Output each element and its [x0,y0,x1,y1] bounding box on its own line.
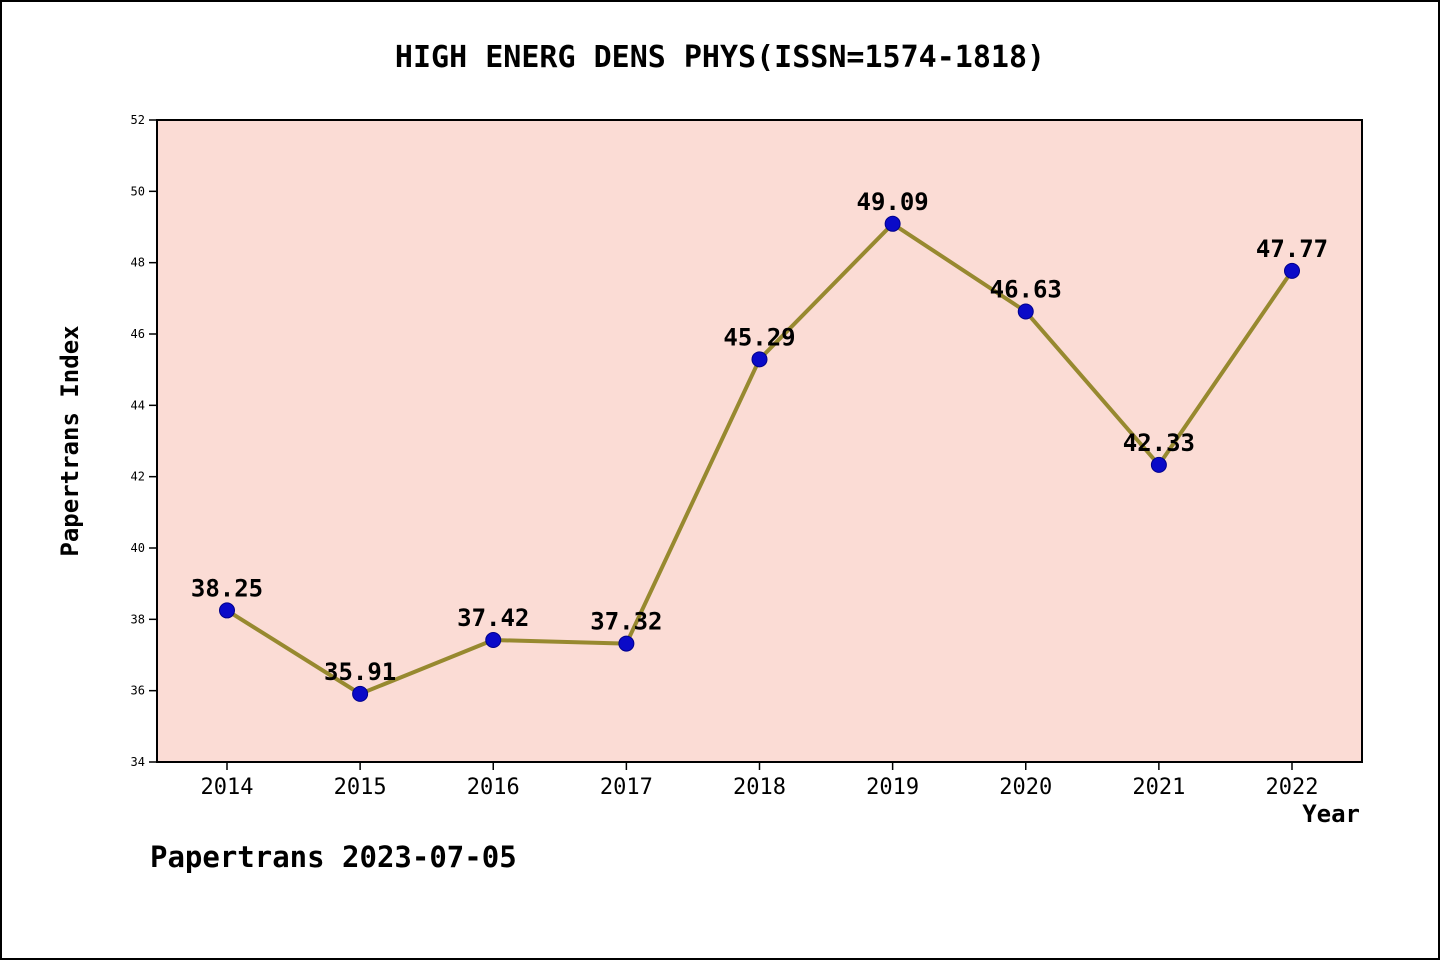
x-tick-label: 2017 [600,775,653,800]
x-tick-label: 2020 [999,775,1052,800]
data-point [485,632,502,649]
data-point [1150,456,1167,473]
point-label: 37.42 [457,604,529,632]
plot-area [157,120,1362,762]
y-tick-label: 40 [131,541,145,555]
data-point [352,685,369,702]
y-tick-label: 46 [131,327,145,341]
y-axis-label: Papertrans Index [56,325,84,556]
point-label: 47.77 [1256,235,1328,263]
x-tick-label: 2022 [1266,775,1319,800]
watermark-text: Papertrans 2023-07-05 [150,840,517,874]
y-tick-label: 50 [131,184,145,198]
data-point [1284,262,1300,279]
point-label: 42.33 [1123,429,1195,457]
x-tick-label: 2019 [866,775,919,800]
point-label: 35.91 [324,658,396,686]
y-tick-label: 52 [131,113,145,127]
y-tick-label: 34 [131,755,145,769]
x-axis-label: Year [1302,800,1360,828]
data-point [751,351,768,368]
y-tick-label: 38 [131,612,145,626]
x-tick-label: 2018 [733,775,786,800]
x-tick-label: 2016 [467,775,520,800]
point-label: 37.32 [590,608,662,636]
x-tick-label: 2021 [1132,775,1185,800]
point-label: 38.25 [191,574,263,602]
point-label: 46.63 [990,276,1062,304]
y-tick-label: 48 [131,256,145,270]
data-point [1017,303,1034,320]
point-label: 45.29 [723,323,795,351]
plot-border [156,119,1363,763]
point-label: 49.09 [857,188,929,216]
data-point [219,602,235,619]
y-tick-label: 36 [131,684,145,698]
x-tick-label: 2015 [334,775,387,800]
chart-title: HIGH ENERG DENS PHYS(ISSN=1574-1818) [394,40,1046,75]
data-point [618,635,635,652]
y-tick-label: 42 [131,470,145,484]
x-tick-label: 2014 [201,775,254,800]
y-tick-label: 44 [131,398,145,412]
data-point [884,215,901,232]
